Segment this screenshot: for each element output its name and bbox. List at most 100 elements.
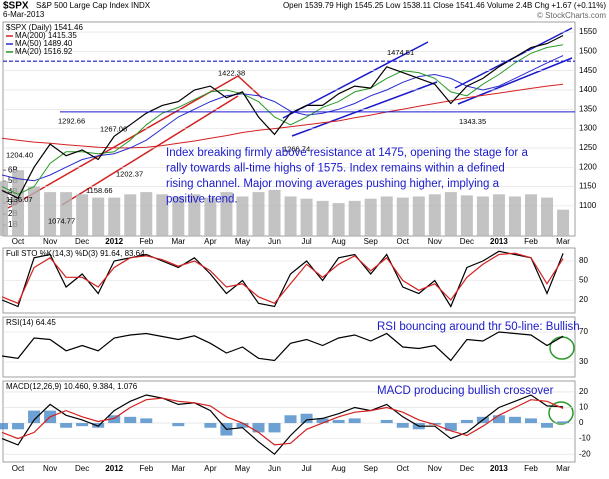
legend-label: MA(50) 1489.40 bbox=[15, 39, 73, 48]
x-tick-label: Aug bbox=[332, 464, 346, 473]
index-name: S&P 500 Large Cap Index INDX bbox=[36, 1, 151, 10]
series-line bbox=[1, 55, 564, 182]
bar bbox=[204, 423, 217, 428]
bar bbox=[76, 423, 89, 427]
bar bbox=[60, 423, 73, 428]
bar bbox=[300, 198, 313, 236]
x-tick-label: Oct bbox=[397, 464, 410, 473]
annotation: MACD producing bullish crossover bbox=[377, 385, 554, 397]
bar bbox=[284, 415, 297, 424]
x-tick-label: Oct bbox=[12, 464, 25, 473]
y-tick-label: 10 bbox=[579, 403, 588, 412]
quote: Open 1539.79 High 1545.25 Low 1538.11 Cl… bbox=[283, 1, 606, 10]
annotation: RSI bouncing around thr 50-line: Bullish bbox=[377, 321, 580, 333]
bar bbox=[460, 195, 473, 236]
x-tick-label: Dec bbox=[75, 237, 89, 246]
panel-title: $SPX (Daily) 1541.46 bbox=[6, 23, 83, 32]
bar bbox=[380, 196, 393, 236]
bar bbox=[444, 192, 457, 236]
bar bbox=[284, 196, 297, 236]
y-tick-label: 1350 bbox=[579, 104, 597, 113]
bar bbox=[140, 418, 153, 424]
x-tick-label: Feb bbox=[524, 237, 538, 246]
price-label: 1136.07 bbox=[6, 195, 33, 204]
price-label: 1204.40 bbox=[6, 151, 33, 160]
x-tick-label: Dec bbox=[460, 464, 474, 473]
x-tick-label: Dec bbox=[75, 464, 89, 473]
bar bbox=[492, 415, 505, 424]
bar bbox=[76, 194, 89, 236]
bar bbox=[108, 197, 121, 236]
bar bbox=[44, 192, 57, 236]
y-tick-label: -20 bbox=[579, 449, 591, 458]
panel-frame bbox=[2, 316, 576, 378]
price-label: 1202.37 bbox=[116, 169, 143, 178]
bar bbox=[108, 415, 121, 424]
series-line bbox=[1, 83, 564, 149]
trend-line bbox=[457, 57, 573, 105]
bar bbox=[172, 423, 185, 427]
price-label: 1266.74 bbox=[283, 144, 310, 153]
x-tick-label: Feb bbox=[139, 464, 153, 473]
y-tick-label: -10 bbox=[579, 434, 591, 443]
bar bbox=[332, 419, 345, 424]
bar bbox=[124, 416, 137, 424]
x-tick-label: Oct bbox=[12, 237, 25, 246]
annotation: rally towards all-time highs of 1575. In… bbox=[166, 163, 505, 175]
bar bbox=[140, 192, 153, 236]
bar bbox=[492, 194, 505, 236]
x-tick-label: Dec bbox=[460, 237, 474, 246]
x-tick-label: May bbox=[235, 464, 250, 473]
bar bbox=[364, 198, 377, 236]
bar bbox=[396, 197, 409, 236]
bar bbox=[236, 196, 249, 236]
x-tick-label: Nov bbox=[43, 464, 57, 473]
x-tick-label: 2012 bbox=[105, 237, 123, 246]
series-line bbox=[1, 250, 564, 308]
y-tick-label: 0 bbox=[579, 418, 584, 427]
price-label: 1474.51 bbox=[387, 48, 414, 57]
y-tick-label: 50 bbox=[579, 276, 588, 285]
price-label: 1267.06 bbox=[100, 124, 127, 133]
series-line bbox=[1, 252, 564, 305]
x-tick-label: Mar bbox=[171, 464, 185, 473]
bar bbox=[524, 418, 537, 424]
annotation: rising channel. Major moving averages pu… bbox=[166, 178, 500, 190]
bar bbox=[124, 194, 137, 236]
x-tick-label: Oct bbox=[397, 237, 410, 246]
bar bbox=[380, 419, 393, 424]
bar bbox=[236, 423, 249, 428]
x-tick-label: Mar bbox=[556, 237, 570, 246]
x-tick-label: Jun bbox=[268, 237, 281, 246]
bar bbox=[348, 200, 361, 236]
x-tick-label: Nov bbox=[428, 464, 442, 473]
legend-label: MA(200) 1415.35 bbox=[15, 31, 77, 40]
bar bbox=[412, 196, 425, 236]
bar bbox=[316, 200, 329, 236]
bar bbox=[316, 418, 329, 424]
panel-title: RSI(14) 64.45 bbox=[6, 318, 56, 327]
bar bbox=[204, 197, 217, 236]
price-label: 1292.66 bbox=[58, 116, 85, 125]
x-tick-label: 2012 bbox=[105, 464, 123, 473]
y2-tick-label: 6B bbox=[8, 165, 18, 174]
bar bbox=[220, 192, 233, 236]
series-line bbox=[1, 394, 564, 456]
watermark: © StockCharts.com bbox=[537, 11, 606, 20]
series-line bbox=[1, 397, 564, 446]
y-tick-label: 20 bbox=[579, 387, 588, 396]
price-label: 1074.77 bbox=[48, 217, 75, 226]
panel-frame bbox=[2, 380, 576, 463]
annotation: Index breaking firmly above resistance a… bbox=[166, 147, 528, 159]
y-tick-label: 1100 bbox=[579, 201, 597, 210]
bar bbox=[508, 416, 521, 424]
bar bbox=[396, 423, 409, 428]
price-label: 1422.38 bbox=[218, 68, 245, 77]
panel-title: Full STO %K(14,3) %D(3) 91.64, 83.64 bbox=[6, 249, 145, 258]
y-tick-label: 70 bbox=[579, 327, 588, 336]
x-tick-label: May bbox=[235, 237, 250, 246]
y-tick-label: 1500 bbox=[579, 46, 597, 55]
y-tick-label: 1550 bbox=[579, 27, 597, 36]
